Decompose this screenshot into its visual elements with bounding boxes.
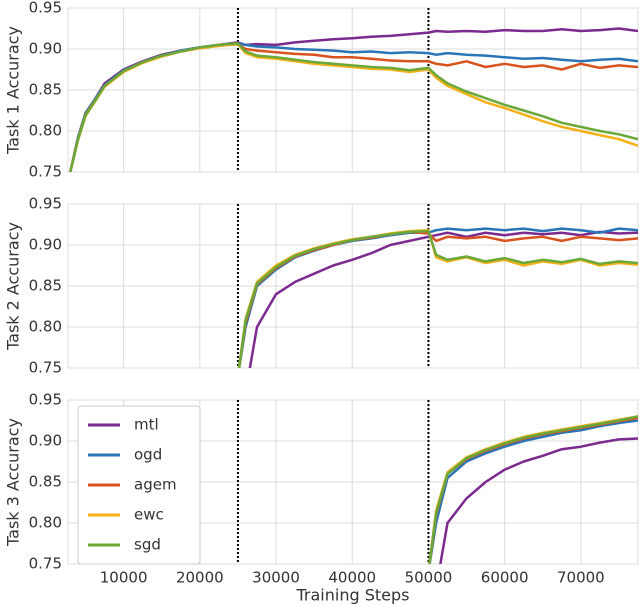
series-line — [248, 230, 638, 368]
series-line — [69, 27, 638, 172]
series-line — [428, 415, 638, 564]
y-tick-label: 0.95 — [29, 391, 62, 409]
y-axis-label: Task 2 Accuracy — [4, 222, 23, 351]
x-axis-label: Training Steps — [296, 586, 410, 605]
series-line — [69, 42, 638, 172]
plot-frame — [67, 7, 639, 173]
y-tick-label: 0.85 — [29, 473, 62, 491]
series-line — [237, 227, 638, 368]
plot-area — [236, 204, 638, 368]
y-tick-label: 0.80 — [29, 122, 62, 140]
y-tick-label: 0.95 — [29, 195, 62, 213]
series-line — [237, 229, 638, 368]
y-tick-label: 0.90 — [29, 432, 62, 450]
legend-label: ewc — [134, 506, 164, 524]
legend-box — [77, 405, 201, 565]
series-line — [69, 42, 638, 172]
y-tick-label: 0.75 — [29, 163, 62, 181]
plot-frame — [67, 399, 639, 565]
plot-area — [69, 8, 638, 172]
x-tick-label: 30000 — [252, 569, 300, 587]
y-tick-label: 0.80 — [29, 318, 62, 336]
x-tick-label: 20000 — [176, 569, 224, 587]
x-tick-label: 60000 — [481, 569, 529, 587]
series-line — [237, 228, 638, 368]
x-tick-label: 10000 — [100, 569, 148, 587]
y-axis-label: Task 1 Accuracy — [4, 26, 23, 155]
y-tick-label: 0.90 — [29, 236, 62, 254]
plot-area — [236, 400, 638, 564]
y-tick-label: 0.80 — [29, 514, 62, 532]
legend-label: agem — [134, 476, 177, 494]
series-line — [69, 42, 638, 172]
y-tick-label: 0.75 — [29, 359, 62, 377]
y-tick-label: 0.75 — [29, 555, 62, 573]
y-tick-label: 0.95 — [29, 0, 62, 17]
y-tick-label: 0.90 — [29, 40, 62, 58]
legend-label: mtl — [134, 416, 159, 434]
series-line — [439, 437, 638, 564]
x-tick-label: 40000 — [328, 569, 376, 587]
y-axis-label: Task 3 Accuracy — [4, 418, 23, 547]
legend-label: ogd — [134, 446, 162, 464]
x-tick-label: 50000 — [405, 569, 453, 587]
legend-label: sgd — [134, 536, 161, 554]
y-tick-label: 0.85 — [29, 81, 62, 99]
y-tick-label: 0.85 — [29, 277, 62, 295]
series-line — [428, 419, 638, 564]
x-tick-label: 70000 — [557, 569, 605, 587]
series-line — [69, 42, 638, 172]
plot-frame — [67, 203, 639, 369]
